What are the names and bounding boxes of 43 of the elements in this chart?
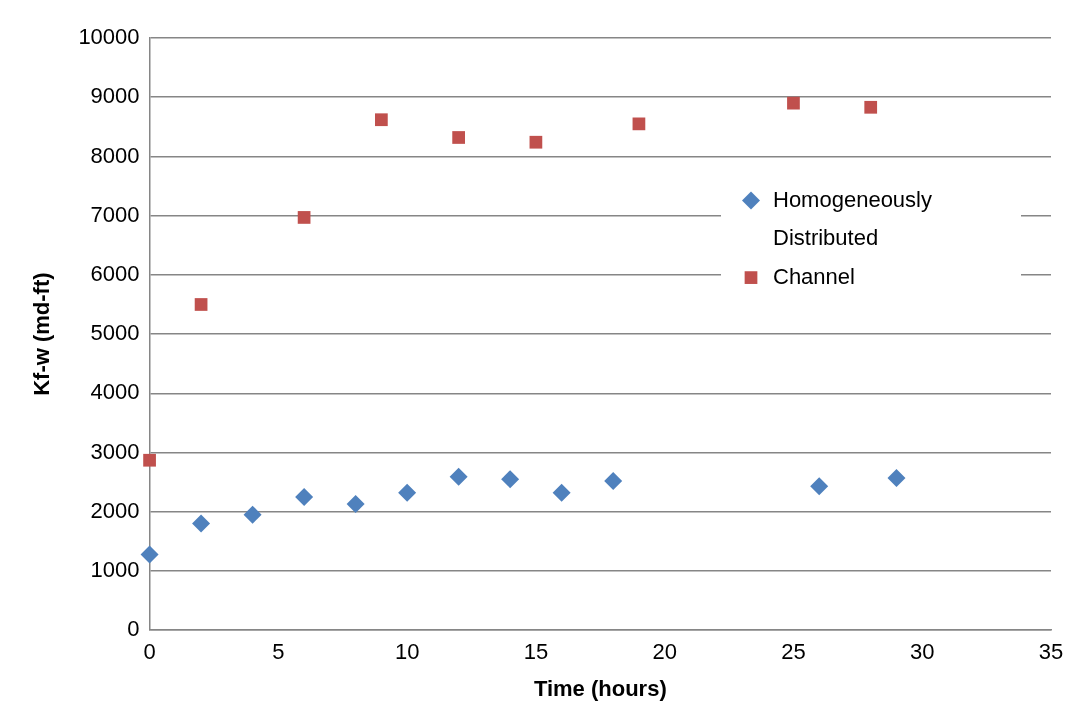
y-tick-label: 10000 <box>78 24 140 50</box>
y-tick-label: 5000 <box>90 320 140 346</box>
x-tick-label: 20 <box>652 639 677 665</box>
point <box>604 471 623 490</box>
y-tick-label: 9000 <box>90 83 140 109</box>
x-tick-label: 15 <box>523 639 549 665</box>
y-tick-label: 8000 <box>90 142 140 168</box>
y-axis-title: Kf-w (md-ft) <box>29 272 55 396</box>
point <box>501 470 520 489</box>
x-tick-label: 25 <box>781 639 806 665</box>
point <box>449 467 468 486</box>
y-tick-label: 1000 <box>90 557 140 583</box>
point <box>529 135 543 149</box>
point <box>192 514 211 533</box>
legend-label: Homogeneously Distributed <box>773 186 932 251</box>
y-tick-label: 3000 <box>90 438 140 464</box>
x-tick-label: 0 <box>143 639 156 665</box>
point <box>194 298 208 311</box>
legend-label: Channel <box>773 263 855 289</box>
y-tick-label: 7000 <box>90 201 140 227</box>
x-tick-label: 35 <box>1038 639 1064 665</box>
y-tick-label: 4000 <box>90 379 140 405</box>
x-tick-label: 10 <box>394 639 420 665</box>
point <box>864 100 878 114</box>
point <box>143 453 156 467</box>
point <box>243 505 262 524</box>
point <box>346 495 365 514</box>
y-tick-label: 0 <box>127 616 140 642</box>
x-tick-label: 30 <box>909 639 935 665</box>
point <box>452 131 465 144</box>
x-axis-title: Time (hours) <box>533 675 667 701</box>
point <box>140 545 159 564</box>
y-tick-label: 6000 <box>90 260 140 286</box>
point <box>297 211 311 224</box>
point <box>810 477 829 496</box>
point <box>295 487 314 506</box>
point <box>375 113 388 127</box>
point <box>552 483 571 502</box>
point <box>398 483 417 502</box>
x-tick-label: 5 <box>272 639 285 665</box>
point <box>787 96 800 110</box>
point <box>887 469 906 488</box>
y-tick-label: 2000 <box>90 497 140 523</box>
